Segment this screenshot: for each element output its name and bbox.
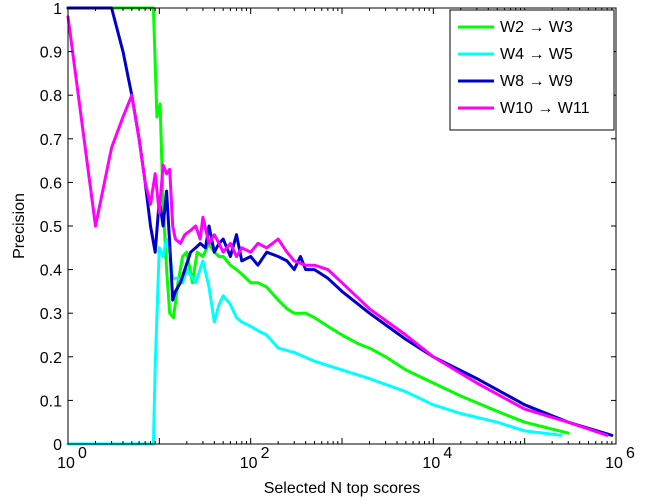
legend-label-4: W10 → W11 — [500, 100, 590, 117]
legend-label-3: W8 → W9 — [500, 73, 573, 90]
y-tick-label: 0.4 — [40, 263, 62, 280]
series-line-2 — [66, 237, 563, 446]
x-tick-label: 10 — [57, 455, 75, 472]
x-tick-exponent: 4 — [443, 445, 452, 462]
series-line-4 — [66, 15, 609, 437]
y-tick-label: 0.1 — [40, 393, 62, 410]
x-tick-label: 10 — [422, 455, 440, 472]
x-tick-label: 10 — [240, 455, 258, 472]
series-layer — [66, 6, 614, 446]
x-tick-exponent: 0 — [78, 445, 87, 462]
legend-box — [449, 9, 615, 131]
y-tick-label: 0.6 — [40, 175, 62, 192]
legend-label-1: W2 → W3 — [500, 19, 573, 36]
y-tick-label: 0.8 — [40, 88, 62, 105]
series-line-1 — [66, 6, 570, 435]
y-tick-label: 0.5 — [40, 219, 62, 236]
legend-label-2: W4 → W5 — [500, 46, 573, 63]
x-axis-label: Selected N top scores — [264, 480, 421, 497]
y-tick-label: 0.3 — [40, 306, 62, 323]
y-tick-label: 0.7 — [40, 132, 62, 149]
y-tick-label: 0.9 — [40, 45, 62, 62]
x-tick-label: 10 — [605, 455, 623, 472]
y-tick-label: 0 — [53, 437, 62, 454]
y-axis-label: Precision — [11, 193, 28, 259]
legend: W2 → W3 W4 → W5 W8 → W9 W10 → W11 — [449, 9, 615, 131]
y-tick-label: 0.2 — [40, 350, 62, 367]
x-tick-exponent: 2 — [261, 445, 270, 462]
x-tick-exponent: 6 — [626, 445, 635, 462]
y-tick-label: 1 — [53, 1, 62, 18]
